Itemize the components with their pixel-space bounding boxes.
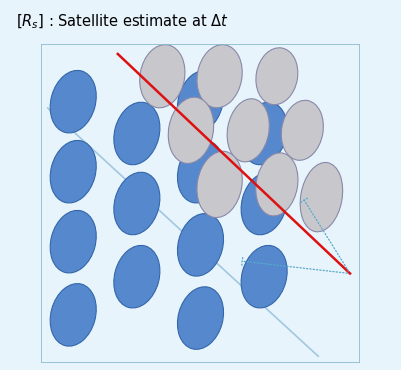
Ellipse shape — [197, 151, 242, 218]
Text: $[R_s]$ : Satellite estimate at $\Delta t$: $[R_s]$ : Satellite estimate at $\Delta … — [16, 13, 229, 31]
Ellipse shape — [178, 70, 223, 133]
Ellipse shape — [241, 172, 287, 235]
Ellipse shape — [178, 287, 223, 349]
Ellipse shape — [281, 100, 323, 160]
Ellipse shape — [241, 102, 287, 165]
Ellipse shape — [168, 97, 214, 164]
Ellipse shape — [140, 45, 185, 108]
Ellipse shape — [178, 140, 223, 203]
Ellipse shape — [114, 102, 160, 165]
Ellipse shape — [50, 211, 96, 273]
Ellipse shape — [241, 245, 287, 308]
Ellipse shape — [50, 70, 96, 133]
Ellipse shape — [50, 140, 96, 203]
Ellipse shape — [256, 48, 298, 105]
Ellipse shape — [114, 245, 160, 308]
Ellipse shape — [178, 213, 223, 276]
Ellipse shape — [227, 99, 269, 162]
Ellipse shape — [300, 162, 343, 232]
Ellipse shape — [197, 45, 242, 108]
Ellipse shape — [256, 153, 298, 216]
Ellipse shape — [114, 172, 160, 235]
Ellipse shape — [50, 283, 96, 346]
